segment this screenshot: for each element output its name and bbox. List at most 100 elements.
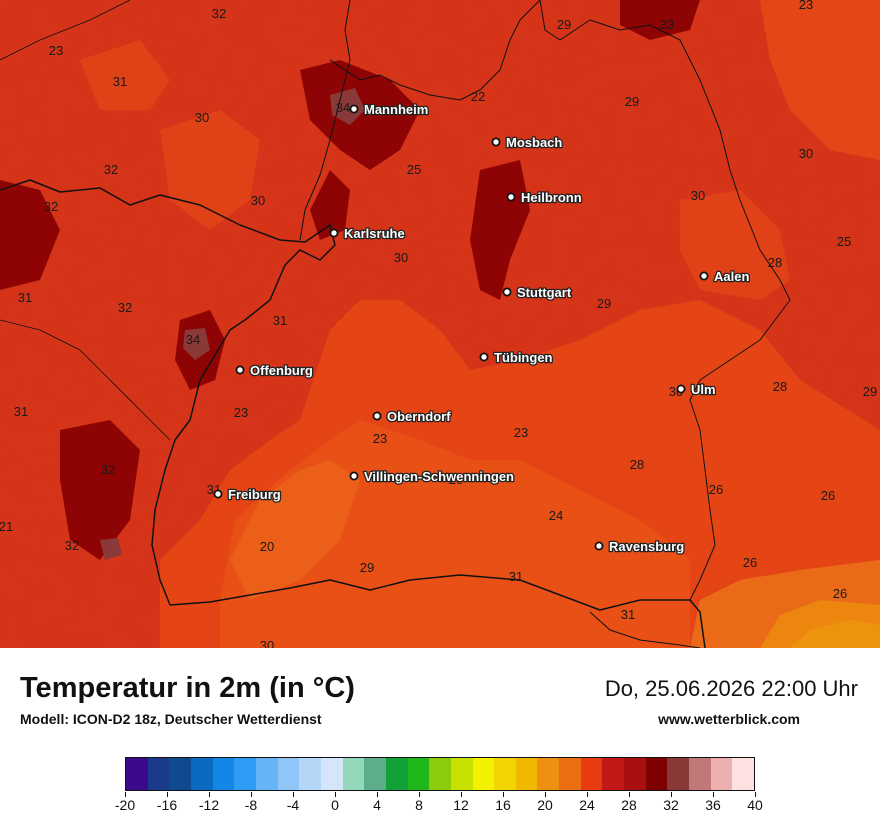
city-label: Ravensburg — [609, 539, 684, 554]
temperature-value: 23 — [373, 431, 387, 446]
temperature-value: 30 — [799, 146, 813, 161]
legend-tick-mark — [335, 792, 336, 797]
legend-tick-mark — [125, 792, 126, 797]
website-link[interactable]: www.wetterblick.com — [658, 711, 800, 727]
city-dot-icon — [349, 104, 359, 114]
city-marker[interactable]: Freiburg — [213, 486, 282, 503]
legend-ticks: -20 -16 -12 -8 -4 0 4 8 12 16 20 24 28 32 36 40 — [0, 792, 880, 818]
legend-swatch — [407, 758, 430, 790]
legend-tick-label: 36 — [705, 797, 721, 813]
city-marker[interactable]: Tübingen — [479, 349, 554, 366]
temperature-value: 32 — [101, 462, 115, 477]
city-marker[interactable]: Ravensburg — [594, 538, 685, 555]
legend-tick-mark — [419, 792, 420, 797]
bavaria-border — [539, 0, 791, 601]
temperature-value: 31 — [509, 569, 523, 584]
legend-swatch — [190, 758, 213, 790]
city-marker[interactable]: Karlsruhe — [329, 225, 406, 242]
legend-swatch — [147, 758, 170, 790]
temperature-value: 25 — [407, 162, 421, 177]
color-legend — [125, 757, 755, 791]
city-dot-icon — [372, 411, 382, 421]
temperature-value: 26 — [743, 555, 757, 570]
legend-swatch — [472, 758, 495, 790]
city-marker[interactable]: Offenburg — [235, 362, 314, 379]
temperature-value: 31 — [14, 404, 28, 419]
legend-tick-mark — [209, 792, 210, 797]
legend-tick-label: 16 — [495, 797, 511, 813]
legend-swatch — [429, 758, 451, 790]
legend-swatch — [277, 758, 300, 790]
temperature-value: 24 — [549, 508, 563, 523]
legend-swatch — [494, 758, 516, 790]
legend-swatch — [126, 758, 148, 790]
model-info: Modell: ICON-D2 18z, Deutscher Wetterdie… — [20, 711, 322, 727]
temperature-value: 28 — [773, 379, 787, 394]
legend-tick-mark — [167, 792, 168, 797]
city-marker[interactable]: Mannheim — [349, 101, 430, 118]
temperature-value: 34 — [336, 100, 350, 115]
legend-swatch — [645, 758, 668, 790]
temperature-value: 30 — [394, 250, 408, 265]
city-marker[interactable]: Oberndorf — [372, 408, 453, 425]
city-dot-icon — [479, 352, 489, 362]
temperature-value: 29 — [863, 384, 877, 399]
temperature-value: 32 — [212, 6, 226, 21]
legend-tick-label: 24 — [579, 797, 595, 813]
legend-tick-mark — [713, 792, 714, 797]
temperature-value: 29 — [625, 94, 639, 109]
temperature-value: 31 — [18, 290, 32, 305]
city-dot-icon — [502, 287, 512, 297]
legend-swatch — [515, 758, 538, 790]
temperature-value: 31 — [113, 74, 127, 89]
temperature-value: 34 — [186, 332, 200, 347]
city-marker[interactable]: Villingen-Schwenningen — [349, 468, 515, 485]
city-markers: Mannheim Mosbach Heilbronn Karlsruhe Aalen St… — [213, 101, 751, 555]
city-label: Aalen — [714, 269, 749, 284]
city-marker[interactable]: Aalen — [699, 268, 751, 285]
city-dot-icon — [676, 384, 686, 394]
temperature-value: 32 — [44, 199, 58, 214]
maroon-cores — [100, 88, 365, 560]
temperature-value: 33 — [660, 17, 674, 32]
legend-swatch — [385, 758, 408, 790]
legend-tick-label: 0 — [331, 797, 339, 813]
temperature-value: 32 — [65, 538, 79, 553]
city-marker[interactable]: Stuttgart — [502, 284, 573, 301]
legend-swatch — [710, 758, 733, 790]
hesse-border — [329, 0, 541, 101]
temperature-value: 22 — [471, 89, 485, 104]
temperature-value: 26 — [833, 586, 847, 601]
temperature-value: 28 — [630, 457, 644, 472]
temperature-value: 21 — [0, 519, 13, 534]
legend-tick-mark — [503, 792, 504, 797]
legend-tick-mark — [461, 792, 462, 797]
legend-swatch — [537, 758, 560, 790]
temperature-value: 25 — [837, 234, 851, 249]
legend-tick-label: 8 — [415, 797, 423, 813]
legend-swatch — [255, 758, 278, 790]
temperature-value: 30 — [251, 193, 265, 208]
city-dot-icon — [213, 489, 223, 499]
city-dot-icon — [506, 192, 516, 202]
legend-swatch — [450, 758, 473, 790]
state-border-west — [0, 319, 171, 441]
temperature-value: 30 — [195, 110, 209, 125]
city-marker[interactable]: Heilbronn — [506, 189, 583, 206]
legend-tick-label: 40 — [747, 797, 763, 813]
city-label: Stuttgart — [517, 285, 572, 300]
legend-tick-label: -16 — [156, 797, 178, 813]
city-label: Freiburg — [228, 487, 281, 502]
city-marker[interactable]: Ulm — [676, 381, 717, 398]
city-label: Mannheim — [364, 102, 428, 117]
temperature-value-labels: 32 29 33 23 23 34 22 30 29 31 30 25 32 32 30 30 25 30 28 31… — [0, 0, 877, 648]
legend-tick-mark — [755, 792, 756, 797]
temperature-value: 30 — [691, 188, 705, 203]
city-marker[interactable]: Mosbach — [491, 134, 564, 151]
temperature-value: 31 — [273, 313, 287, 328]
legend-tick-label: -4 — [286, 797, 300, 813]
temperature-value: 26 — [821, 488, 835, 503]
temperature-map[interactable]: 32 29 33 23 23 34 22 30 29 31 30 25 32 32 30 30 25 30 28 31… — [0, 0, 880, 648]
map-canvas: 32 29 33 23 23 34 22 30 29 31 30 25 32 32 30 30 25 30 28 31… — [0, 0, 880, 648]
rhine-border — [299, 0, 351, 241]
